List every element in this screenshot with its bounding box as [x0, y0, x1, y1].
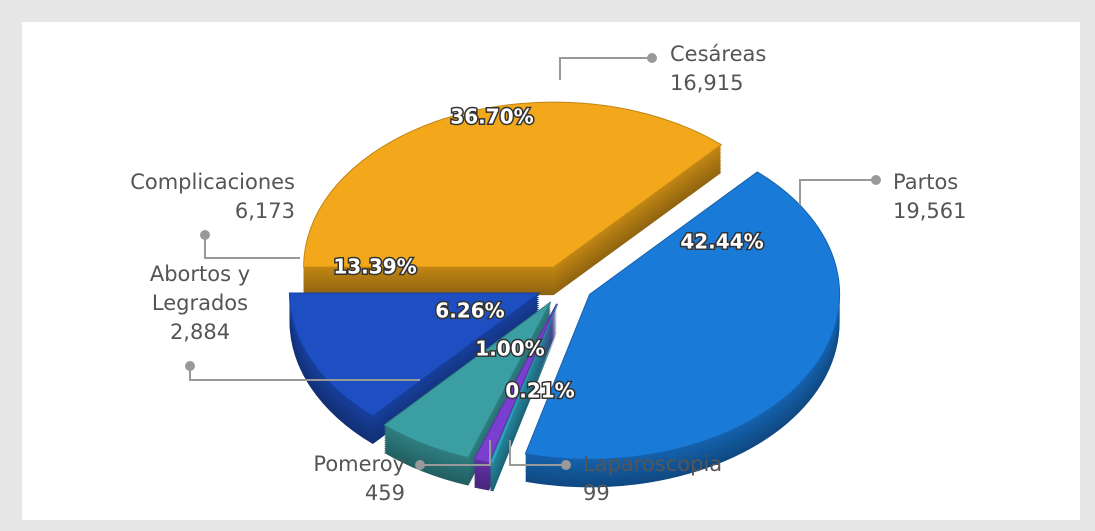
leader-line — [799, 179, 876, 205]
wedge — [524, 171, 841, 460]
leader-line — [509, 440, 566, 466]
callout: Complicaciones 6,173 — [60, 168, 295, 226]
value-label: 16,915 — [670, 71, 744, 95]
share-label: 1.00% — [475, 337, 544, 361]
share-label: 36.70% — [450, 105, 533, 129]
share-label: 0.21% — [505, 379, 574, 403]
leader-dot — [415, 460, 425, 470]
category-label: Complicaciones — [130, 170, 295, 194]
callout: Abortos y Legrados 2,884 — [130, 260, 270, 347]
leader-dot — [647, 53, 657, 63]
value-label: 459 — [364, 481, 405, 505]
callout: Partos 19,561 — [893, 168, 966, 226]
leader-dot — [871, 175, 881, 185]
leader-line — [204, 235, 300, 259]
wedge — [288, 292, 541, 417]
category-label: Pomeroy — [313, 452, 405, 476]
category-label: Laparoscopia — [583, 452, 723, 476]
leader-dot — [185, 361, 195, 371]
share-label: 42.44% — [680, 230, 763, 254]
category-label: Cesáreas — [670, 42, 767, 66]
callout: Laparoscopia 99 — [583, 450, 722, 508]
leader-dot — [200, 230, 210, 240]
callout: Cesáreas 16,915 — [670, 40, 766, 98]
share-label: 13.39% — [333, 255, 416, 279]
value-label: 19,561 — [893, 199, 967, 223]
leader-dot — [561, 460, 571, 470]
category-label: Abortos y Legrados — [149, 262, 251, 315]
value-label: 99 — [583, 481, 610, 505]
wedge — [383, 301, 552, 459]
leader-line — [559, 57, 652, 80]
category-label: Partos — [893, 170, 959, 194]
share-label: 6.26% — [435, 299, 504, 323]
leader-line — [420, 440, 491, 466]
value-label: 2,884 — [169, 320, 231, 344]
value-label: 6,173 — [234, 199, 295, 223]
callout: Pomeroy 459 — [250, 450, 405, 508]
wedge — [303, 101, 723, 268]
